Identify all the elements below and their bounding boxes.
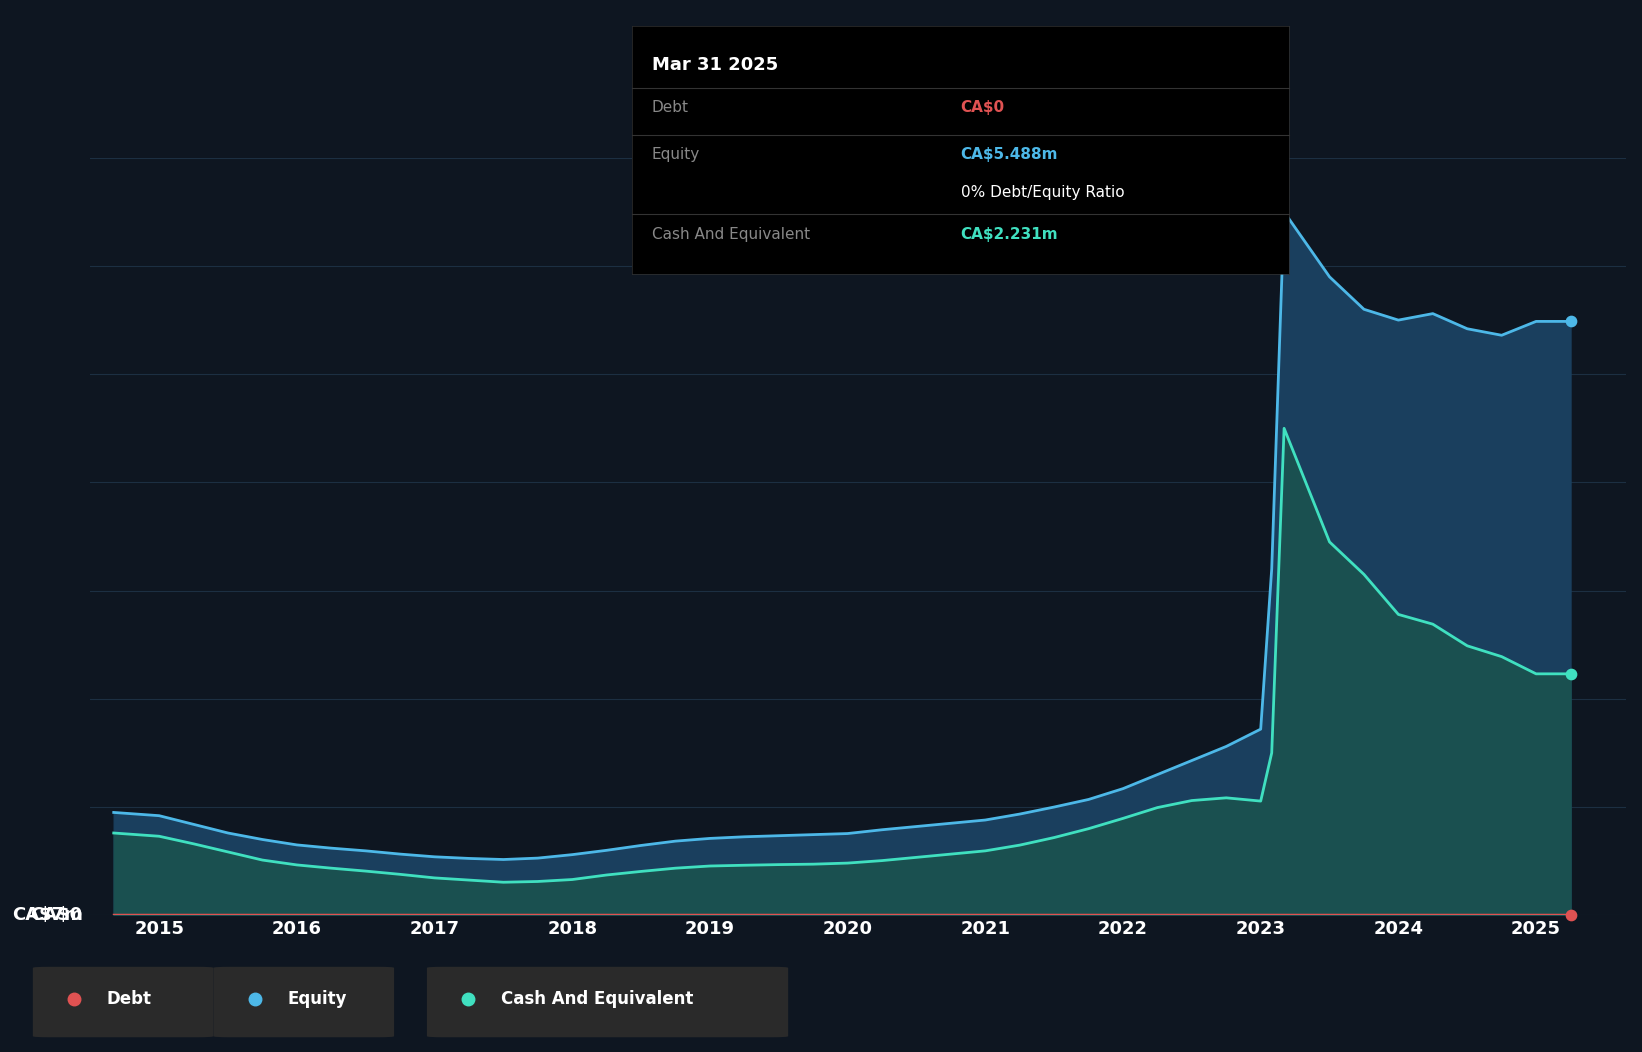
Text: Debt: Debt xyxy=(107,990,151,1009)
FancyBboxPatch shape xyxy=(213,967,394,1037)
Point xyxy=(1557,666,1583,683)
Text: CA$5.488m: CA$5.488m xyxy=(961,147,1057,162)
Text: Equity: Equity xyxy=(652,147,699,162)
Text: Equity: Equity xyxy=(287,990,346,1009)
Text: CA$2.231m: CA$2.231m xyxy=(961,226,1057,242)
Text: CA$7m: CA$7m xyxy=(11,906,82,925)
Text: 0% Debt/Equity Ratio: 0% Debt/Equity Ratio xyxy=(961,184,1125,200)
Text: CA$0: CA$0 xyxy=(961,101,1005,116)
Text: Mar 31 2025: Mar 31 2025 xyxy=(652,56,778,74)
Text: Debt: Debt xyxy=(652,101,690,116)
FancyBboxPatch shape xyxy=(427,967,788,1037)
Text: Cash And Equivalent: Cash And Equivalent xyxy=(501,990,693,1009)
Text: Cash And Equivalent: Cash And Equivalent xyxy=(652,226,810,242)
Point xyxy=(1557,313,1583,330)
Point xyxy=(1557,907,1583,924)
FancyBboxPatch shape xyxy=(33,967,213,1037)
Text: CA$0: CA$0 xyxy=(31,906,82,925)
